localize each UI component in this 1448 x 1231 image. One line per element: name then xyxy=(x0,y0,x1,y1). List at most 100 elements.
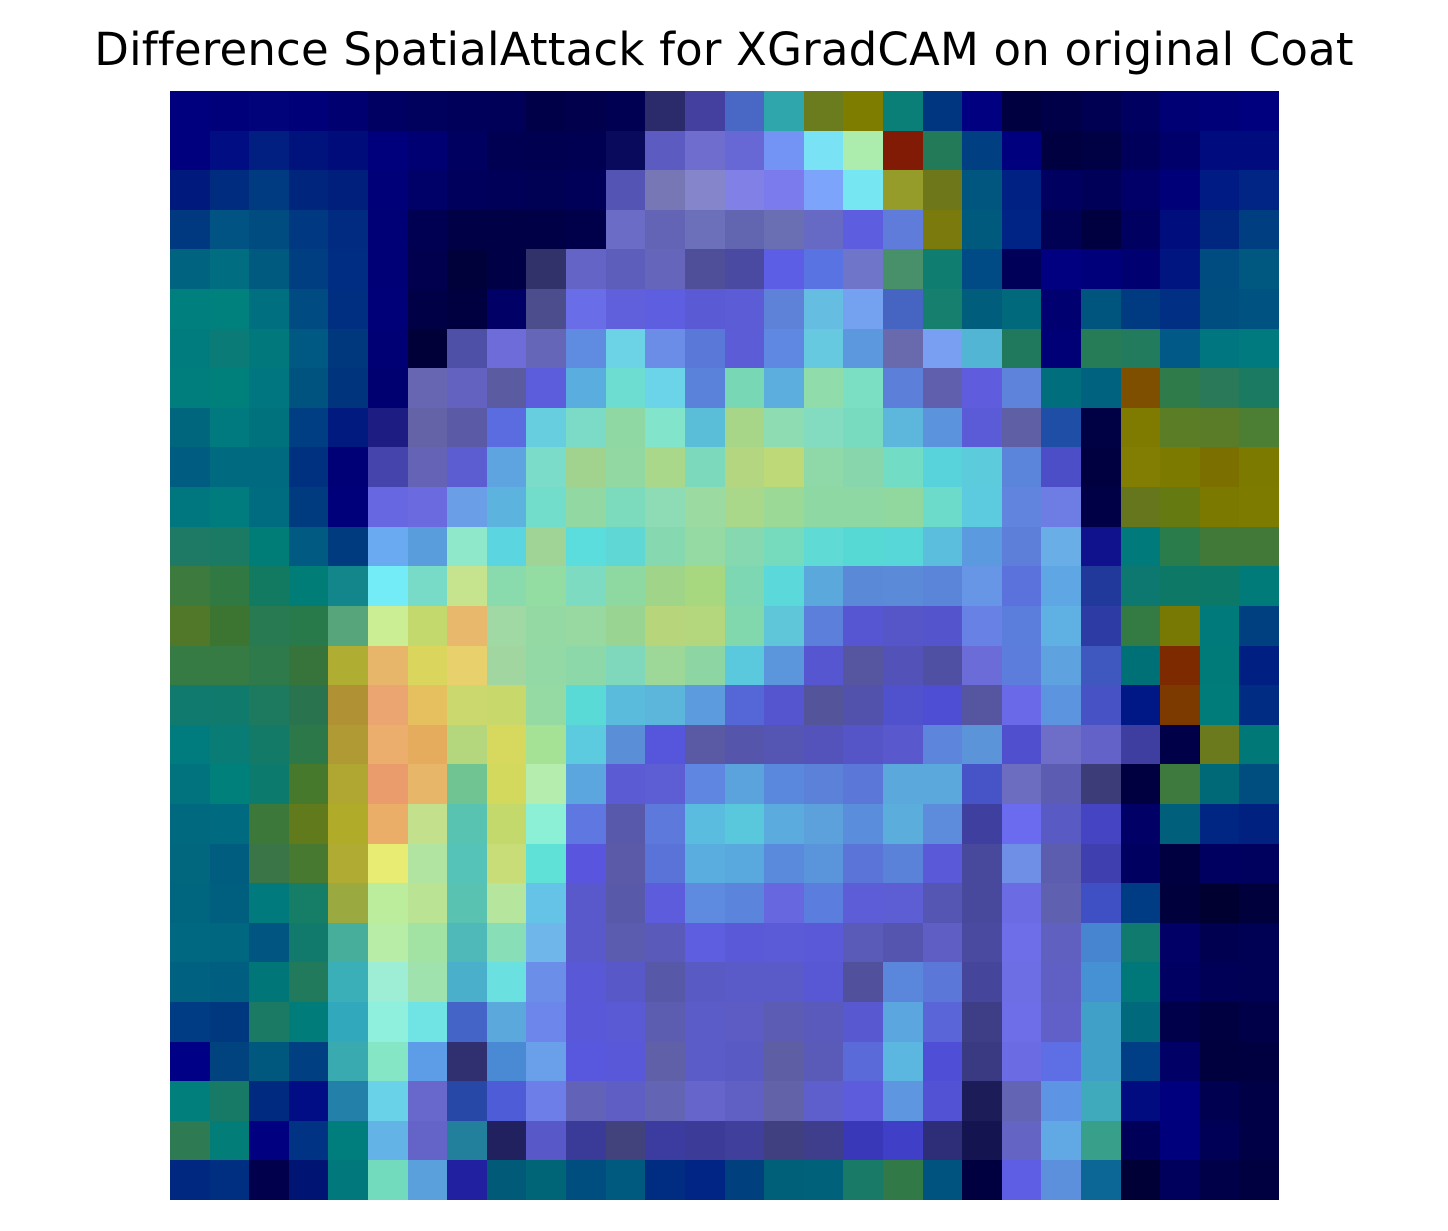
heatmap-cell xyxy=(606,131,645,170)
heatmap-cell xyxy=(883,566,923,606)
heatmap-cell xyxy=(1041,883,1081,923)
heatmap-cell xyxy=(804,1002,843,1042)
heatmap-cell xyxy=(764,962,804,1002)
heatmap-cell xyxy=(764,170,804,210)
heatmap-cell xyxy=(804,527,843,566)
heatmap-cell xyxy=(210,210,249,249)
heatmap-cell xyxy=(1041,131,1081,170)
heatmap-cell xyxy=(923,289,962,329)
heatmap-cell xyxy=(447,91,487,131)
heatmap-cell xyxy=(1239,1160,1279,1200)
heatmap-cell xyxy=(764,527,804,566)
heatmap-cell xyxy=(526,1002,566,1042)
heatmap-cell xyxy=(249,883,289,923)
heatmap-cell xyxy=(804,289,843,329)
heatmap-cell xyxy=(249,1121,289,1160)
heatmap-cell xyxy=(566,606,606,646)
heatmap-cell xyxy=(1160,1042,1200,1081)
heatmap-cell xyxy=(210,725,249,764)
heatmap-cell xyxy=(566,646,606,685)
heatmap-cell xyxy=(210,527,249,566)
heatmap-cell xyxy=(962,764,1002,804)
heatmap-cell xyxy=(447,883,487,923)
heatmap-cell xyxy=(883,725,923,764)
heatmap-cell xyxy=(1239,1081,1279,1121)
heatmap-cell xyxy=(962,646,1002,685)
heatmap-cell xyxy=(328,923,368,962)
heatmap-cell xyxy=(764,1121,804,1160)
heatmap-cell xyxy=(447,725,487,764)
heatmap-cell xyxy=(447,685,487,725)
heatmap-cell xyxy=(210,408,249,447)
heatmap-cell xyxy=(289,725,328,764)
heatmap-cell xyxy=(764,329,804,368)
heatmap-cell xyxy=(1121,447,1160,487)
heatmap-cell xyxy=(923,566,962,606)
heatmap-cell xyxy=(1239,249,1279,289)
heatmap-cell xyxy=(1239,844,1279,883)
heatmap-cell xyxy=(1160,685,1200,725)
heatmap-cell xyxy=(289,923,328,962)
heatmap-cell xyxy=(566,289,606,329)
heatmap-cell xyxy=(1160,844,1200,883)
heatmap-cell xyxy=(1200,329,1239,368)
heatmap-cell xyxy=(1081,368,1121,408)
heatmap-cell xyxy=(408,566,447,606)
heatmap-cell xyxy=(606,210,645,249)
heatmap-cell xyxy=(526,685,566,725)
heatmap-cell xyxy=(447,249,487,289)
heatmap-cell xyxy=(249,527,289,566)
heatmap-cell xyxy=(408,1081,447,1121)
heatmap-cell xyxy=(685,764,725,804)
heatmap-cell xyxy=(883,646,923,685)
heatmap-cell xyxy=(1239,289,1279,329)
heatmap-cell xyxy=(804,210,843,249)
heatmap-cell xyxy=(368,844,408,883)
heatmap-cell xyxy=(408,1042,447,1081)
heatmap-cell xyxy=(328,91,368,131)
heatmap-cell xyxy=(526,1081,566,1121)
heatmap-cell xyxy=(1239,1002,1279,1042)
heatmap-cell xyxy=(962,1121,1002,1160)
heatmap-cell xyxy=(368,725,408,764)
heatmap-svg xyxy=(170,91,1279,1200)
heatmap-cell xyxy=(1081,883,1121,923)
heatmap-cell xyxy=(289,487,328,527)
heatmap-cell xyxy=(1081,606,1121,646)
heatmap-cell xyxy=(685,883,725,923)
heatmap-cell xyxy=(170,566,210,606)
heatmap-cell xyxy=(725,408,764,447)
heatmap-cell xyxy=(843,883,883,923)
heatmap-cell xyxy=(328,804,368,844)
heatmap-cell xyxy=(962,527,1002,566)
heatmap-overlay-image xyxy=(170,91,1279,1200)
heatmap-cell xyxy=(1081,210,1121,249)
heatmap-cell xyxy=(328,1042,368,1081)
heatmap-cell xyxy=(1239,646,1279,685)
heatmap-cell xyxy=(1041,725,1081,764)
heatmap-cell xyxy=(526,289,566,329)
heatmap-cell xyxy=(408,725,447,764)
heatmap-cell xyxy=(764,91,804,131)
heatmap-cell xyxy=(725,764,764,804)
heatmap-cell xyxy=(1160,566,1200,606)
heatmap-cell xyxy=(843,1160,883,1200)
heatmap-cell xyxy=(1121,1002,1160,1042)
heatmap-cell xyxy=(1121,408,1160,447)
heatmap-cell xyxy=(487,566,526,606)
heatmap-cell xyxy=(249,289,289,329)
heatmap-cell xyxy=(1239,923,1279,962)
heatmap-cell xyxy=(804,329,843,368)
heatmap-cell xyxy=(566,249,606,289)
heatmap-cell xyxy=(1160,1002,1200,1042)
heatmap-cell xyxy=(249,329,289,368)
heatmap-cell xyxy=(843,566,883,606)
heatmap-cell xyxy=(883,1121,923,1160)
heatmap-cell xyxy=(1160,447,1200,487)
heatmap-cell xyxy=(289,527,328,566)
heatmap-cell xyxy=(962,487,1002,527)
heatmap-cell xyxy=(487,804,526,844)
heatmap-cell xyxy=(566,725,606,764)
heatmap-cell xyxy=(526,764,566,804)
heatmap-cell xyxy=(804,170,843,210)
